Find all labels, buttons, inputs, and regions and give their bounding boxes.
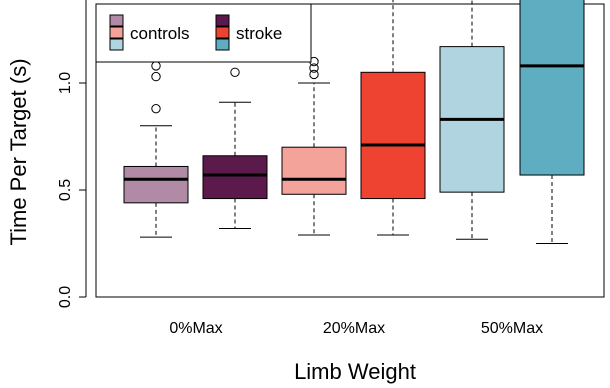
outlier-point (151, 103, 161, 114)
y-tick-label: 1.0 (57, 72, 74, 94)
legend-swatch (215, 14, 230, 27)
legend-label: stroke (236, 24, 282, 43)
outlier-point (151, 71, 161, 82)
x-tick-label: 0%Max (169, 320, 222, 337)
outlier-point (151, 61, 161, 71)
legend-swatch (215, 38, 230, 51)
legend-swatch (109, 14, 124, 27)
plot-frame (95, 3, 605, 298)
legend-label: controls (130, 24, 190, 43)
box (202, 155, 268, 200)
legend-swatch (109, 38, 124, 51)
x-tick-label: 50%Max (481, 320, 543, 337)
box (123, 165, 189, 204)
legend-swatch (109, 26, 124, 39)
box (519, 0, 585, 176)
outlier-point (309, 69, 319, 80)
x-tick-label: 20%Max (323, 320, 385, 337)
legend-box (95, 3, 312, 63)
y-axis-title: Time Per Target (s) (6, 58, 31, 245)
outlier-point (309, 63, 319, 73)
box (281, 146, 347, 195)
plot-area: 0.00.51.01.52.02.50%Max20%Max50%Maxcontr… (57, 0, 605, 337)
y-tick-label: 0.5 (57, 179, 74, 201)
x-axis-title: Limb Weight (294, 359, 416, 384)
legend-swatch (215, 26, 230, 39)
box (360, 71, 426, 200)
outlier-point (230, 67, 240, 78)
y-tick-label: 0.0 (57, 286, 74, 308)
